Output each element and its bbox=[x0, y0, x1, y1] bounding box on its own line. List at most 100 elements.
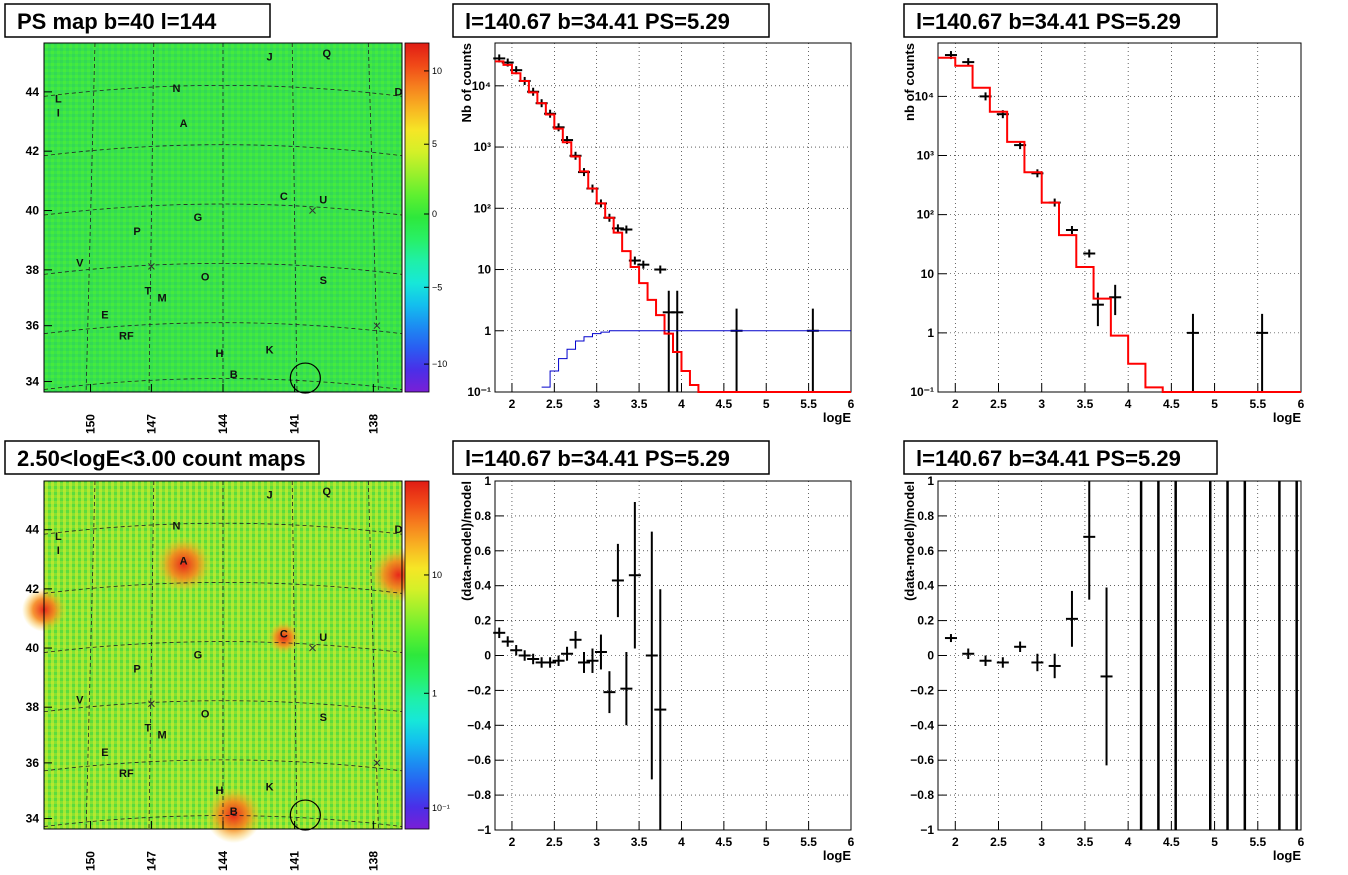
map-latitude-line bbox=[43, 582, 403, 594]
map-source-label: Q bbox=[323, 486, 332, 498]
map-longitude-line bbox=[85, 42, 96, 393]
x-tick-label: 6 bbox=[848, 835, 855, 849]
y-axis-label: Nb of counts bbox=[459, 43, 474, 122]
map-x-tick-label: 138 bbox=[366, 851, 380, 871]
map-source-label: N bbox=[172, 521, 180, 533]
y-tick-label: 10⁻¹ bbox=[467, 385, 491, 399]
map-y-tick-label: 40 bbox=[26, 641, 40, 655]
series-model-line bbox=[938, 56, 1301, 393]
map-source-label: V bbox=[76, 257, 84, 269]
map-hotspot bbox=[155, 536, 212, 593]
map-latitude-line bbox=[43, 203, 403, 216]
data-point bbox=[996, 657, 1009, 668]
map-x-tick-label: 150 bbox=[84, 414, 98, 434]
y-tick-label: 10³ bbox=[917, 149, 934, 163]
map-source-label: N bbox=[172, 83, 180, 95]
data-point bbox=[501, 636, 514, 647]
map-source-label: C bbox=[280, 191, 288, 203]
map-source-label: V bbox=[76, 695, 84, 707]
data-point bbox=[527, 653, 540, 665]
data-point bbox=[654, 265, 667, 274]
map-y-tick-label: 42 bbox=[26, 144, 40, 158]
y-tick-label: −0.8 bbox=[467, 788, 491, 802]
ps-circle bbox=[289, 799, 321, 831]
map-hotspot bbox=[267, 621, 300, 654]
x-tick-label: 5.5 bbox=[1249, 835, 1266, 849]
y-tick-label: −0.2 bbox=[910, 683, 934, 697]
x-axis-label: logE bbox=[1273, 410, 1301, 425]
y-tick-label: 10⁻¹ bbox=[910, 385, 934, 399]
map-title-box bbox=[4, 440, 320, 475]
map-source-label: U bbox=[319, 632, 327, 644]
x-tick-label: 2.5 bbox=[546, 397, 563, 411]
y-tick-label: 10³ bbox=[474, 140, 491, 154]
map-source-label: H bbox=[215, 785, 223, 797]
data-point bbox=[594, 634, 607, 670]
x-tick-label: 3.5 bbox=[631, 835, 648, 849]
map-x-tick-label: 150 bbox=[84, 851, 98, 871]
map-y-tick-label: 38 bbox=[26, 263, 40, 277]
chart-title: l=140.67 b=34.41 PS=5.29 bbox=[916, 9, 1181, 34]
data-point bbox=[654, 589, 667, 830]
x-tick-label: 5.5 bbox=[800, 835, 817, 849]
map-source-label: E bbox=[101, 747, 108, 759]
data-point bbox=[1100, 587, 1113, 766]
data-point bbox=[962, 648, 975, 659]
chart-title-box bbox=[903, 440, 1218, 475]
map-cross-marker bbox=[309, 644, 316, 652]
map-source-label: O bbox=[201, 709, 210, 721]
y-tick-label: 10² bbox=[917, 208, 934, 222]
x-tick-label: 2.5 bbox=[990, 835, 1007, 849]
chart-title: l=140.67 b=34.41 PS=5.29 bbox=[465, 9, 730, 34]
data-point bbox=[578, 652, 590, 673]
x-tick-label: 3 bbox=[593, 835, 600, 849]
data-point bbox=[611, 543, 624, 618]
y-tick-label: 0.6 bbox=[474, 544, 491, 558]
y-tick-label: 10 bbox=[921, 267, 935, 281]
map-y-tick-label: 34 bbox=[26, 812, 40, 826]
y-tick-label: 1 bbox=[484, 324, 491, 338]
map-source-label: J bbox=[266, 51, 272, 63]
x-tick-label: 4.5 bbox=[716, 835, 733, 849]
data-point bbox=[620, 225, 633, 234]
y-tick-label: 10⁴ bbox=[472, 79, 491, 93]
map-latitude-line bbox=[43, 700, 403, 713]
map-source-label: G bbox=[194, 212, 203, 224]
x-tick-label: 3 bbox=[1038, 397, 1045, 411]
data-point bbox=[1048, 653, 1061, 679]
map-source-label: I bbox=[57, 545, 60, 557]
x-tick-label: 3 bbox=[593, 397, 600, 411]
map-longitude-line bbox=[148, 480, 155, 830]
data-point bbox=[1083, 481, 1096, 600]
y-tick-label: −0.2 bbox=[467, 683, 491, 697]
map-source-label: I bbox=[57, 107, 60, 119]
map-source-label: G bbox=[194, 649, 203, 661]
map-x-tick-label: 141 bbox=[288, 414, 302, 434]
palette-tick-label: 10 bbox=[432, 66, 442, 76]
chart-panel-1: l=140.67 b=34.41 PS=5.29 2 2.5 3 3.5 4 4.5 5 5.5… bbox=[902, 3, 1305, 425]
x-tick-label: 4 bbox=[678, 835, 685, 849]
map-source-label: M bbox=[158, 730, 167, 742]
map-source-label: T bbox=[144, 285, 151, 297]
map-y-tick-label: 42 bbox=[26, 582, 40, 596]
y-tick-label: 10² bbox=[474, 201, 491, 215]
data-point bbox=[518, 650, 531, 661]
map-y-tick-label: 40 bbox=[26, 204, 40, 218]
x-tick-label: 2 bbox=[952, 397, 959, 411]
x-tick-label: 4.5 bbox=[1163, 835, 1180, 849]
data-point bbox=[493, 627, 506, 639]
data-point bbox=[979, 655, 992, 666]
map-source-label: S bbox=[320, 275, 327, 287]
chart-title: l=140.67 b=34.41 PS=5.29 bbox=[465, 446, 730, 471]
x-tick-label: 3 bbox=[1038, 835, 1045, 849]
y-tick-label: 0.2 bbox=[917, 614, 934, 628]
map-source-label: P bbox=[133, 663, 140, 675]
y-tick-label: 1 bbox=[484, 474, 491, 488]
palette-tick-label: 5 bbox=[432, 139, 437, 149]
palette-tick-label: 10 bbox=[432, 570, 442, 580]
map-x-tick-label: 147 bbox=[144, 851, 158, 871]
map-source-label: A bbox=[180, 118, 188, 130]
map-title: PS map b=40 l=144 bbox=[17, 9, 217, 34]
data-point bbox=[944, 634, 957, 643]
x-axis-label: logE bbox=[823, 410, 851, 425]
